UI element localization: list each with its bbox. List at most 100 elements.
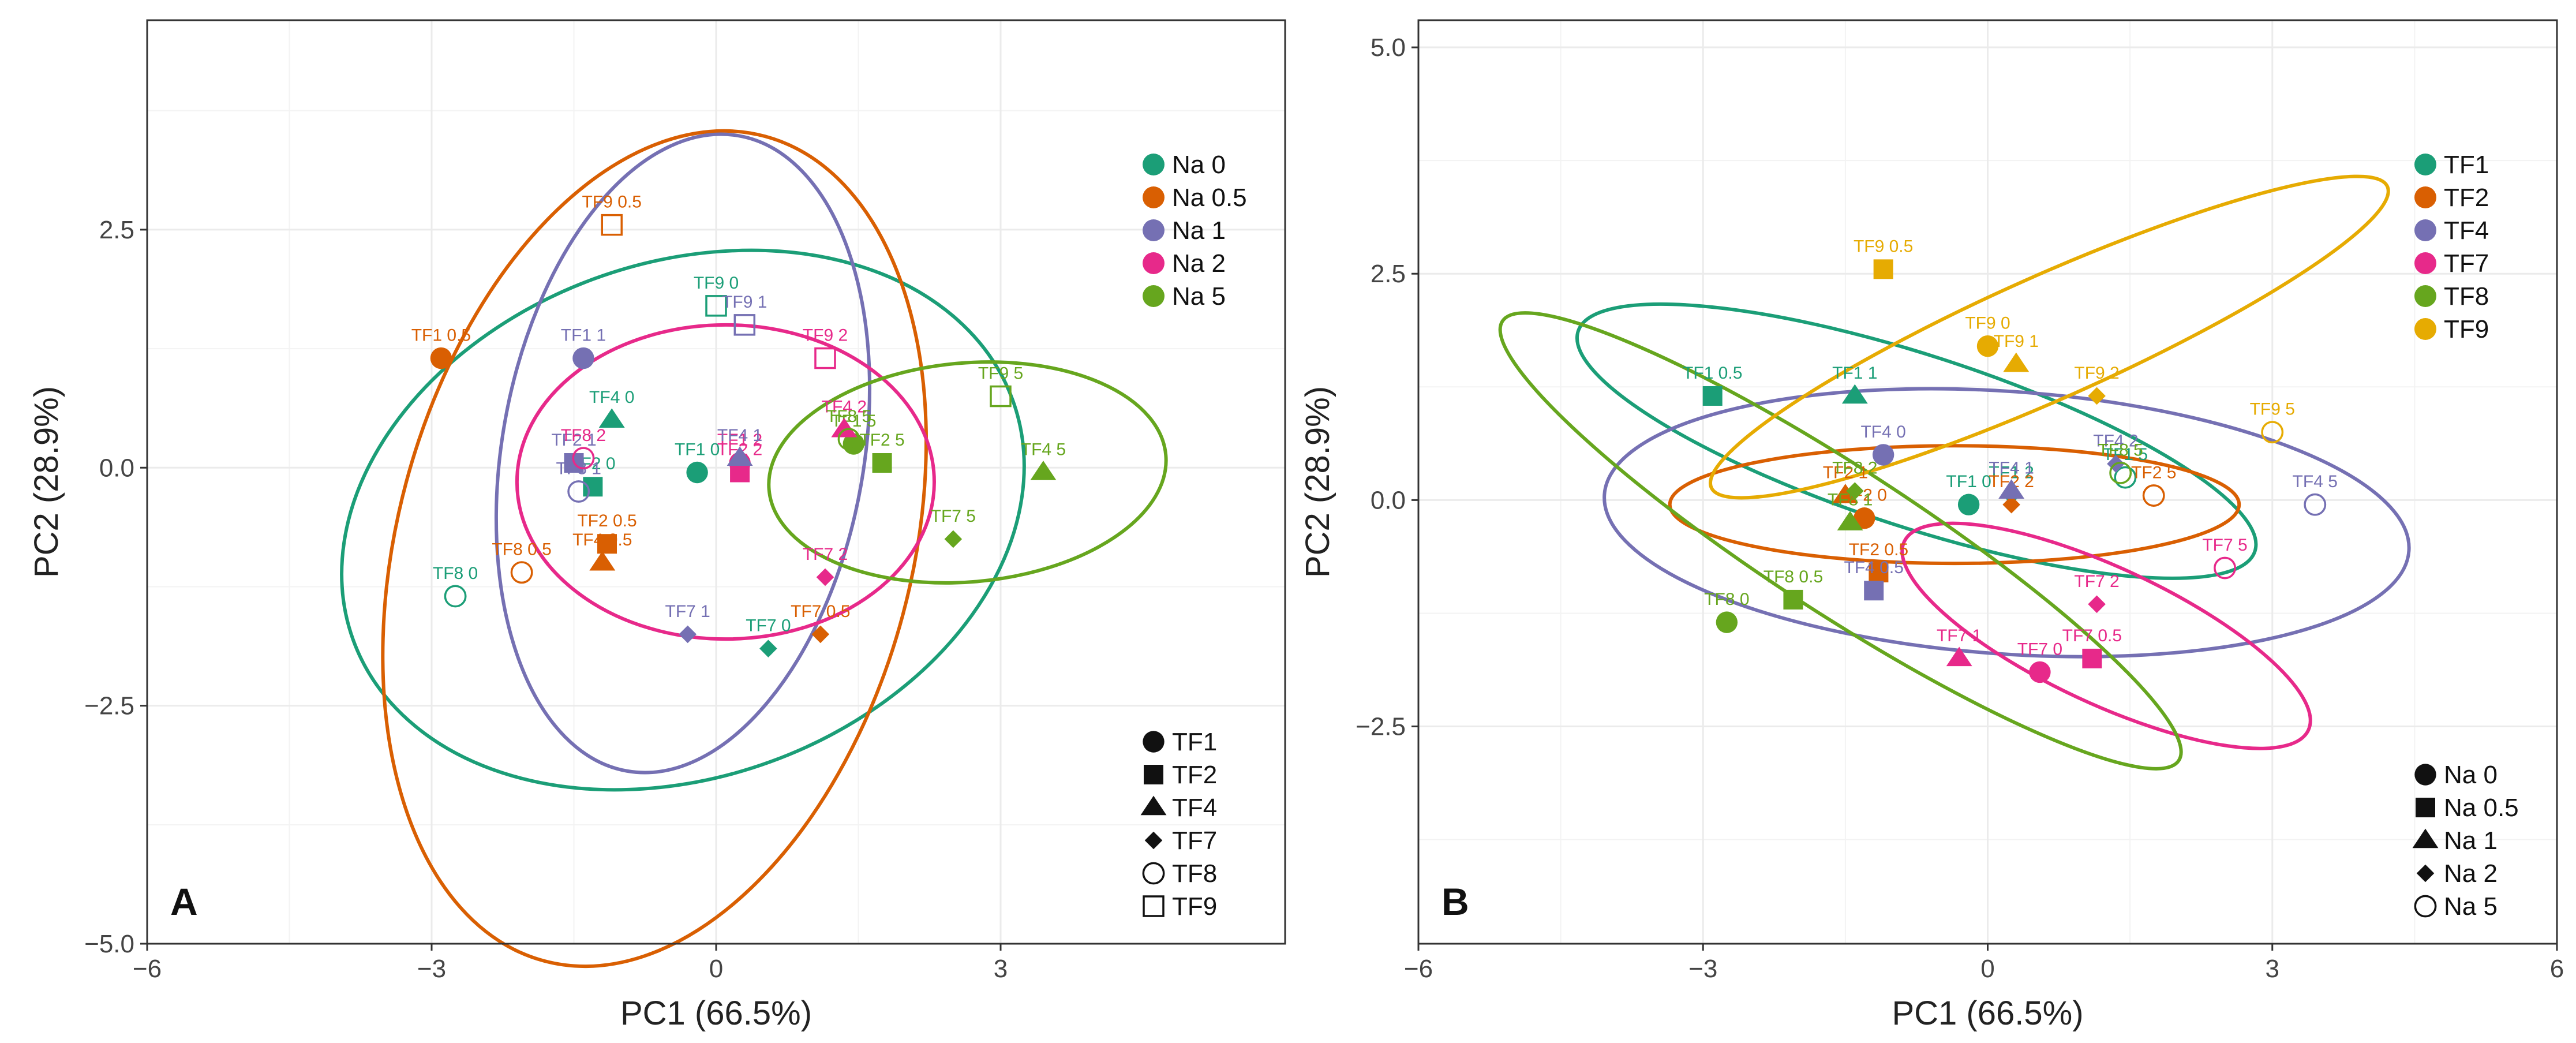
point-label-tf1-0-5: TF1 0.5 — [1683, 364, 1742, 383]
legend-label-tf4: TF4 — [2444, 216, 2489, 245]
x-tick-label: 6 — [2550, 955, 2564, 983]
point-tf9-5 — [2261, 421, 2284, 444]
point-tf2-2 — [2002, 495, 2020, 514]
point-label-tf9-0: TF9 0 — [694, 274, 739, 293]
point-label-tf7-2: TF7 2 — [803, 545, 848, 564]
legend-shape-label-tf1: TF1 — [1172, 728, 1217, 756]
legend-shape-na-0 — [2414, 764, 2436, 786]
y-tick-label: −2.5 — [84, 692, 134, 720]
ticks: −6 −3 0 3 −5.0 −2.5 0.0 2.5 — [84, 216, 1008, 983]
y-tick-label: 5.0 — [1371, 33, 1406, 62]
point-tf4-0-5 — [589, 551, 616, 571]
point-tf8-0-5 — [510, 561, 533, 584]
point-tf8-2 — [1846, 482, 1864, 500]
x-tick-label: 0 — [709, 955, 723, 983]
point-tf4-5 — [2304, 493, 2327, 516]
point-label-tf7-0: TF7 0 — [746, 616, 791, 635]
x-tick-label: 3 — [994, 955, 1008, 983]
point-label-tf4-2: TF4 2 — [822, 397, 867, 416]
point-label-tf9-2: TF9 2 — [2074, 364, 2119, 383]
point-tf7-0-5 — [811, 625, 830, 644]
legend-swatch-na-5 — [1143, 285, 1165, 307]
point-label-tf4-2: TF4 2 — [2093, 432, 2138, 451]
legend-color: Na 0 Na 0.5 Na 1 Na 2 Na 5 — [1143, 151, 1247, 311]
point-tf9-1 — [733, 314, 756, 336]
legend-swatch-tf9 — [2414, 318, 2436, 340]
legend-swatch-na-2 — [1143, 252, 1165, 274]
legend-label-na-5: Na 5 — [1172, 282, 1226, 311]
legend-shape-tf9 — [1143, 895, 1165, 917]
ellipse-na-0-5 — [381, 129, 928, 969]
point-tf9-5 — [990, 385, 1012, 408]
point-label-tf7-0-5: TF7 0.5 — [791, 602, 850, 621]
point-tf1-1 — [572, 347, 594, 369]
legend-shape-label-na-5: Na 5 — [2444, 892, 2498, 921]
legend-label-tf9: TF9 — [2444, 315, 2489, 343]
panel-label: A — [170, 880, 198, 923]
legend-label-na-2: Na 2 — [1172, 249, 1226, 278]
point-label-tf9-0-5: TF9 0.5 — [1854, 237, 1913, 256]
point-label-tf9-5: TF9 5 — [2250, 400, 2295, 419]
point-tf2-1 — [1832, 484, 1859, 503]
point-tf7-1 — [679, 625, 697, 644]
point-label-tf4-0: TF4 0 — [1860, 423, 1905, 442]
point-label-tf4-1: TF4 1 — [1989, 459, 2034, 478]
legend-label-tf8: TF8 — [2444, 282, 2489, 311]
ticks: −6 −3 0 3 6 −2.5 0.0 2.5 5.0 — [1356, 33, 2564, 983]
point-label-tf8-2: TF8 2 — [1832, 459, 1877, 478]
point-tf7-1 — [1946, 646, 1972, 667]
point-label-tf1-0: TF1 0 — [675, 440, 720, 459]
x-axis-title: PC1 (66.5%) — [620, 995, 812, 1032]
legend-swatch-tf7 — [2414, 252, 2436, 274]
point-tf2-0-5 — [1869, 562, 1889, 582]
point-tf2-2 — [730, 462, 750, 483]
y-tick-label: 2.5 — [99, 216, 134, 244]
point-tf2-0 — [583, 477, 603, 497]
ellipse-tf1 — [1575, 302, 2258, 580]
legend-shape-label-tf2: TF2 — [1172, 761, 1217, 789]
ellipses — [340, 129, 1168, 969]
point-tf8-5 — [2109, 461, 2132, 484]
legend-shape-na-5 — [2414, 895, 2437, 918]
point-tf8-0 — [444, 585, 467, 608]
point-label-tf7-0: TF7 0 — [2017, 640, 2062, 659]
ellipse-na-0 — [340, 248, 1026, 792]
legend-shape-label-na-0: Na 0 — [2444, 761, 2498, 789]
legend-shape-na-1 — [2412, 828, 2439, 848]
point-tf7-2 — [2088, 595, 2106, 614]
point-label-tf7-2: TF7 2 — [2074, 572, 2119, 591]
point-label-tf7-5: TF7 5 — [931, 507, 976, 526]
point-tf1-0-5 — [430, 347, 452, 369]
x-tick-label: −6 — [133, 955, 162, 983]
point-label-tf1-0-5: TF1 0.5 — [411, 326, 471, 345]
point-tf4-5 — [1030, 461, 1057, 480]
legend-shape-label-na-1: Na 1 — [2444, 827, 2498, 855]
ellipse-na-2 — [515, 323, 936, 641]
legend-label-na-1: Na 1 — [1172, 216, 1226, 245]
point-label-tf2-0-5: TF2 0.5 — [577, 511, 636, 530]
legend-shape-tf8 — [1142, 862, 1165, 885]
point-label-tf8-0-5: TF8 0.5 — [1763, 567, 1823, 586]
point-label-tf4-5: TF4 5 — [1021, 440, 1066, 459]
x-axis-title: PC1 (66.5%) — [1892, 995, 2083, 1032]
point-tf8-1 — [567, 480, 590, 503]
point-label-tf1-1: TF1 1 — [1832, 364, 1877, 383]
point-label-tf9-2: TF9 2 — [803, 326, 848, 345]
ellipse-tf9 — [1708, 174, 2390, 500]
point-label-tf9-5: TF9 5 — [978, 364, 1023, 383]
point-tf8-1 — [1837, 511, 1863, 530]
point-label-tf8-1: TF8 1 — [556, 459, 601, 478]
point-label-tf2-0-5: TF2 0.5 — [1849, 540, 1908, 559]
point-tf9-2 — [814, 347, 836, 369]
point-tf9-2 — [2088, 387, 2106, 405]
point-label-tf8-0-5: TF8 0.5 — [492, 540, 551, 559]
point-label-tf9-0-5: TF9 0.5 — [582, 193, 642, 212]
panel-label: B — [1441, 880, 1469, 923]
point-tf7-5 — [2214, 556, 2236, 580]
legend-color: TF1 TF2 TF4 TF7 TF8 TF9 — [2414, 151, 2489, 343]
point-tf9-0-5 — [1873, 259, 1893, 279]
point-tf2-5 — [872, 453, 892, 473]
